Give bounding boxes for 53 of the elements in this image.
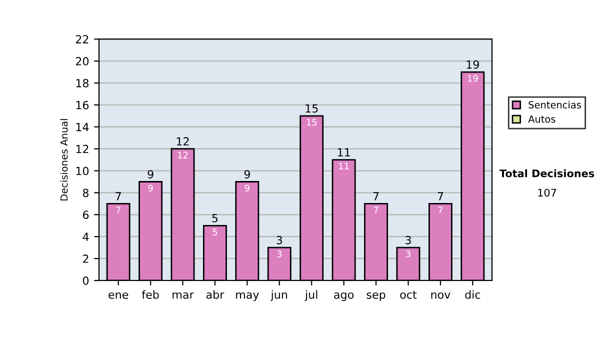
data-label: 3 — [406, 250, 410, 258]
x-tick-label: ene — [108, 292, 128, 299]
y-tick-label: 0 — [82, 276, 89, 285]
data-label: 7 — [438, 206, 443, 214]
total-label: 15 — [306, 104, 318, 113]
y-tick-label: 14 — [76, 123, 89, 132]
x-tick-label: abr — [206, 290, 224, 299]
total-label: 7 — [373, 192, 379, 200]
y-tick-label: 22 — [76, 35, 88, 44]
y-tick-label: 2 — [83, 254, 88, 263]
x-tick-label: feb — [142, 290, 159, 299]
text: Total Decisiones — [499, 169, 594, 178]
data-label: 7 — [374, 206, 378, 214]
x-tick-label: sep — [366, 292, 386, 301]
total-label: 7 — [438, 192, 444, 200]
total-label: 9 — [148, 170, 154, 178]
data-label: 9 — [148, 184, 153, 192]
data-label: 12 — [178, 152, 188, 158]
data-label: 19 — [468, 74, 478, 82]
y-tick-label: 6 — [82, 210, 89, 220]
total-label: 19 — [466, 60, 479, 69]
data-label: 7 — [116, 206, 120, 214]
data-label: 3 — [277, 250, 282, 258]
total-label: 7 — [116, 192, 121, 200]
data-label: 5 — [212, 228, 218, 236]
y-tick-label: 8 — [82, 188, 89, 198]
x-tick-label: mar — [172, 292, 194, 299]
text: 107 — [538, 188, 556, 197]
x-tick-label: oct — [400, 290, 417, 299]
legend-label: Sentencias — [528, 100, 581, 108]
data-label: 9 — [244, 184, 250, 192]
data-label: 15 — [306, 118, 317, 126]
x-tick-label: dic — [465, 290, 480, 299]
y-tick-label: 10 — [76, 166, 89, 176]
total-label: 11 — [338, 148, 350, 156]
y-tick-label: 4 — [82, 232, 89, 241]
x-tick-label: nov — [431, 292, 450, 299]
x-tick-label: may — [236, 292, 259, 301]
total-label: 3 — [276, 236, 282, 244]
y-tick-label: 20 — [76, 57, 89, 66]
x-tick-label: ago — [334, 292, 354, 301]
total-label: 3 — [406, 236, 411, 244]
x-tick-label: jun — [270, 290, 288, 301]
total-label: 5 — [212, 214, 218, 222]
x-tick-label: jul — [304, 290, 318, 301]
data-label: 11 — [339, 162, 349, 170]
legend-label: Autos — [528, 116, 556, 123]
total-label: 12 — [176, 137, 189, 146]
y-tick-label: 16 — [76, 100, 89, 110]
total-label: 9 — [244, 170, 250, 178]
y-tick-label: 12 — [76, 144, 88, 154]
y-tick-label: 18 — [76, 78, 89, 88]
y-axis-title: Decisiones Anual — [60, 119, 68, 200]
